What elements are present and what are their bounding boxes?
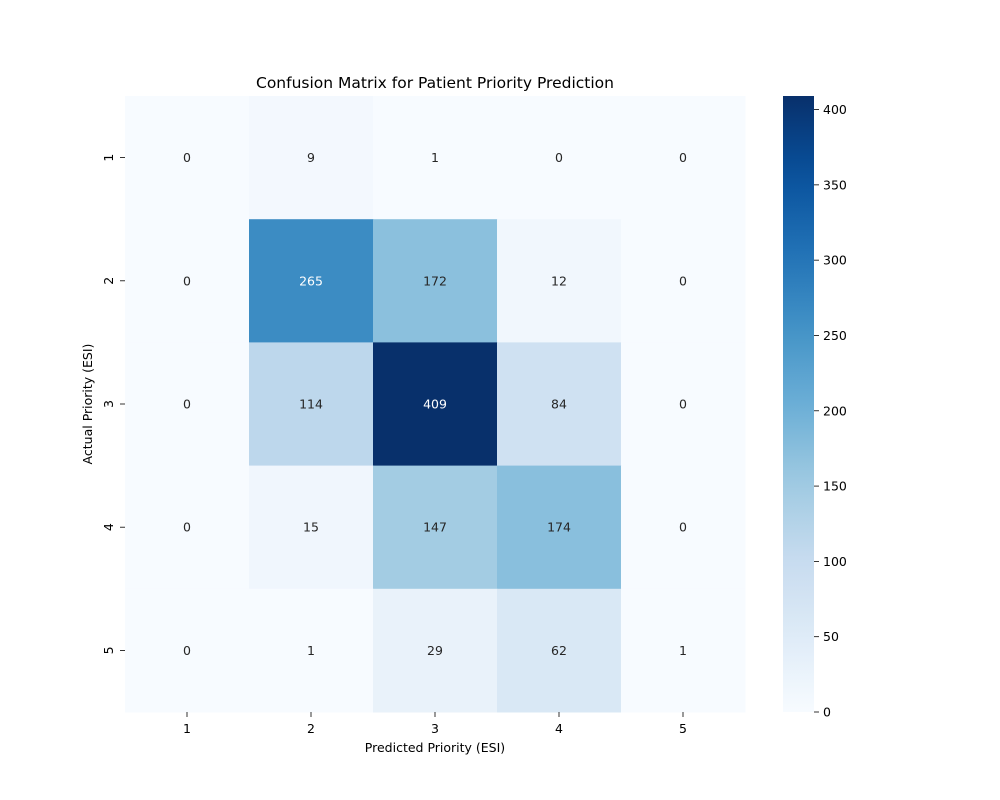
colorbar-tick-label: 100 bbox=[823, 554, 847, 569]
cell-value-label: 0 bbox=[183, 520, 191, 535]
y-axis-ticks: 1 2 3 4 5 bbox=[101, 154, 125, 654]
heatmap-cell bbox=[249, 219, 374, 343]
cell-value-label: 147 bbox=[423, 520, 447, 535]
y-tick-label: 2 bbox=[101, 277, 116, 285]
heatmap-cell bbox=[125, 465, 250, 590]
cell-value-label: 0 bbox=[555, 150, 563, 165]
x-tick-label: 3 bbox=[431, 721, 439, 736]
heatmap-cell bbox=[497, 342, 622, 467]
x-tick-label: 4 bbox=[555, 721, 563, 736]
cell-value-label: 1 bbox=[307, 643, 315, 658]
cell-value-label: 0 bbox=[183, 643, 191, 658]
colorbar-tick-label: 0 bbox=[823, 705, 831, 720]
heatmap-cell bbox=[621, 465, 746, 590]
y-tick-label: 4 bbox=[101, 523, 116, 531]
heatmap-cell bbox=[497, 96, 622, 220]
heatmap-cell bbox=[621, 219, 746, 343]
cell-value-label: 0 bbox=[679, 273, 687, 288]
cell-value-label: 12 bbox=[551, 273, 567, 288]
cell-value-label: 29 bbox=[427, 643, 443, 658]
heatmap-cell bbox=[497, 588, 622, 713]
cell-value-label: 0 bbox=[183, 273, 191, 288]
cell-value-label: 9 bbox=[307, 150, 315, 165]
x-tick-label: 5 bbox=[679, 721, 687, 736]
y-axis-label: Actual Priority (ESI) bbox=[80, 344, 95, 465]
cell-value-label: 62 bbox=[551, 643, 567, 658]
heatmap-cell bbox=[497, 465, 622, 590]
cell-value-label: 15 bbox=[303, 520, 319, 535]
x-tick-label: 2 bbox=[307, 721, 315, 736]
cell-value-label: 174 bbox=[547, 520, 571, 535]
heatmap-cell bbox=[373, 588, 498, 713]
heatmap-cell bbox=[373, 465, 498, 590]
cell-value-label: 0 bbox=[679, 520, 687, 535]
cell-value-label: 0 bbox=[679, 150, 687, 165]
y-tick-label: 1 bbox=[101, 154, 116, 162]
colorbar-gradient bbox=[783, 96, 814, 712]
cell-value-label: 172 bbox=[423, 273, 447, 288]
heatmap-cell bbox=[249, 465, 374, 590]
colorbar-tick-label: 150 bbox=[823, 479, 847, 494]
heatmap-cell bbox=[125, 219, 250, 343]
heatmap-cell bbox=[125, 96, 250, 220]
heatmap-cell bbox=[249, 96, 374, 220]
colorbar-tick-label: 400 bbox=[823, 102, 847, 117]
cell-value-label: 114 bbox=[299, 397, 323, 412]
y-tick-label: 5 bbox=[101, 646, 116, 654]
y-tick-label: 3 bbox=[101, 400, 116, 408]
chart-title: Confusion Matrix for Patient Priority Pr… bbox=[256, 74, 614, 92]
heatmap-cell bbox=[373, 96, 498, 220]
cell-value-label: 409 bbox=[423, 397, 447, 412]
heatmap-cell bbox=[497, 219, 622, 343]
heatmap-cell bbox=[373, 342, 498, 467]
cell-value-label: 0 bbox=[183, 397, 191, 412]
colorbar-tick-label: 250 bbox=[823, 328, 847, 343]
colorbar-tick-label: 200 bbox=[823, 403, 847, 418]
heatmap-cell bbox=[373, 219, 498, 343]
colorbar-tick-label: 50 bbox=[823, 629, 839, 644]
colorbar-tick-label: 350 bbox=[823, 177, 847, 192]
cell-value-label: 1 bbox=[679, 643, 687, 658]
heatmap-cell bbox=[621, 96, 746, 220]
x-tick-label: 1 bbox=[183, 721, 191, 736]
x-axis-label: Predicted Priority (ESI) bbox=[365, 740, 505, 755]
heatmap-cell bbox=[249, 342, 374, 467]
cell-value-label: 1 bbox=[431, 150, 439, 165]
heatmap-cell bbox=[125, 588, 250, 713]
heatmap-cell bbox=[621, 342, 746, 467]
heatmap-cell bbox=[621, 588, 746, 713]
heatmap-cells: 0 9 1 0 0 0 265 172 12 0 0 114 409 84 0 0 15 147 174 0 0 1 29 6… bbox=[125, 96, 746, 713]
x-axis-ticks: 1 2 3 4 5 bbox=[183, 712, 687, 736]
cell-value-label: 0 bbox=[679, 397, 687, 412]
colorbar: 0 50 100 150 200 250 300 350 400 bbox=[783, 96, 847, 720]
heatmap-cell bbox=[125, 342, 250, 467]
cell-value-label: 84 bbox=[551, 397, 567, 412]
colorbar-tick-label: 300 bbox=[823, 253, 847, 268]
cell-value-label: 0 bbox=[183, 150, 191, 165]
heatmap-cell bbox=[249, 588, 374, 713]
cell-value-label: 265 bbox=[299, 273, 323, 288]
